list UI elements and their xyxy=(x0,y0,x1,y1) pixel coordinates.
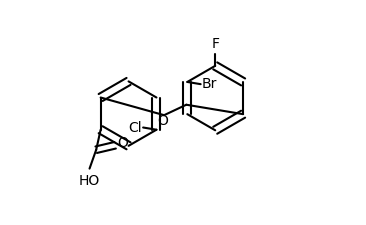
Text: Br: Br xyxy=(201,77,217,91)
Text: O: O xyxy=(117,136,128,150)
Text: O: O xyxy=(157,114,168,128)
Text: F: F xyxy=(211,37,219,51)
Text: Cl: Cl xyxy=(128,121,142,135)
Text: HO: HO xyxy=(79,174,100,188)
